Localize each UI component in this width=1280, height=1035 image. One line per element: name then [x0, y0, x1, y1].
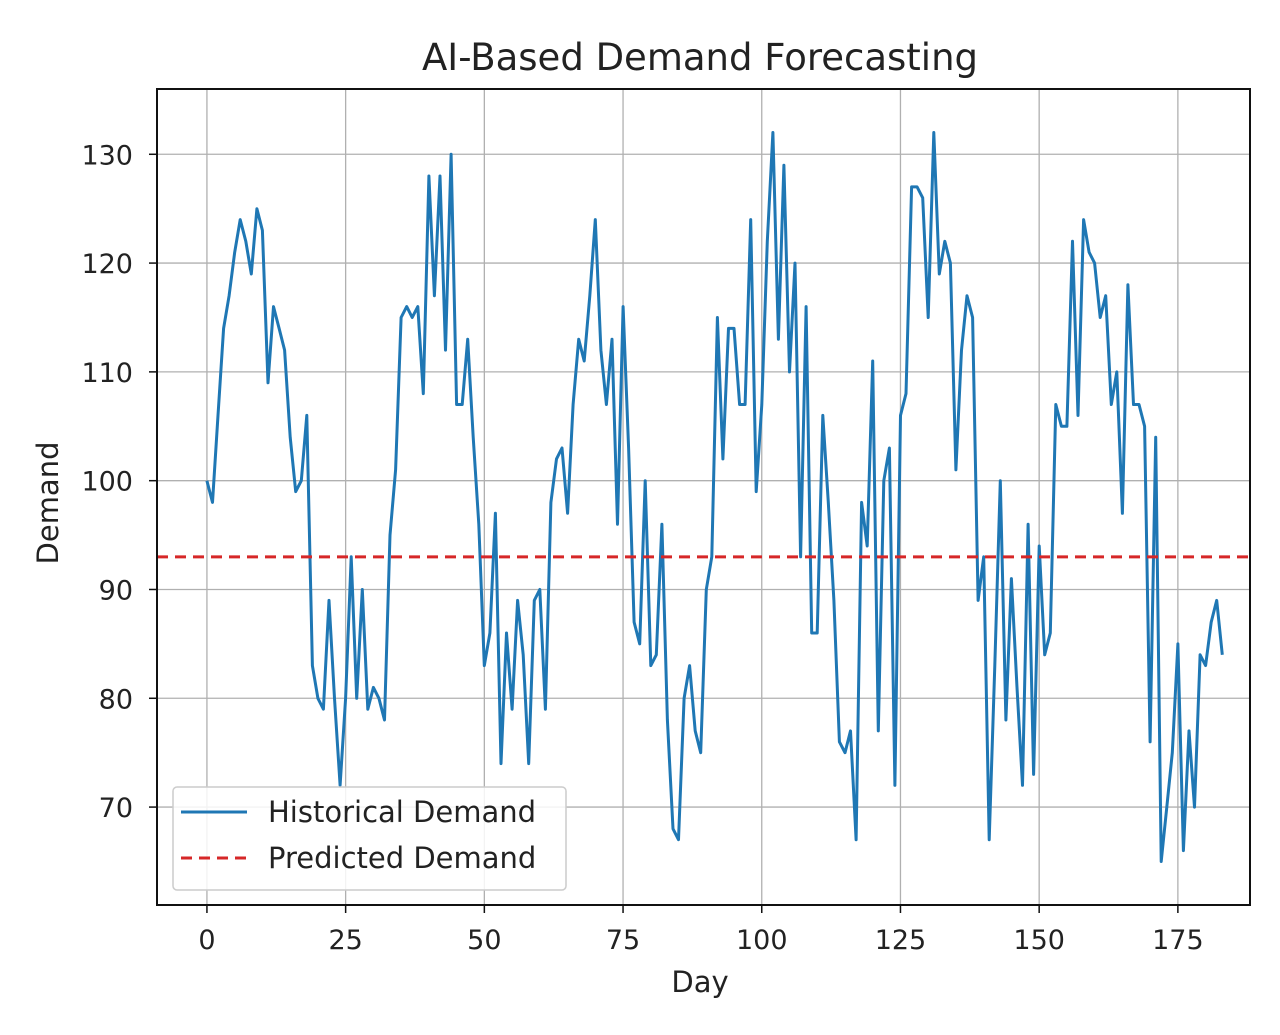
- y-tick-label: 90: [99, 575, 133, 606]
- legend-box: [172, 786, 567, 891]
- x-tick-label: 125: [875, 925, 927, 956]
- y-tick-label: 120: [81, 249, 133, 280]
- x-tick-label: 150: [1013, 925, 1065, 956]
- axis-ticks: 0 25 50 75 100 125 150 175 70 80 90 100 110 120 130: [81, 140, 1203, 956]
- historical-demand-line: [205, 131, 1224, 863]
- plot-series: [157, 131, 1250, 863]
- y-tick-label: 100: [81, 467, 133, 498]
- y-axis-label: Demand: [31, 442, 65, 565]
- chart-title: AI-Based Demand Forecasting: [422, 36, 978, 79]
- x-tick-label: 100: [736, 925, 788, 956]
- x-axis-label: Day: [671, 965, 728, 999]
- x-tick-label: 75: [606, 925, 640, 956]
- plot-frame: [156, 88, 1251, 906]
- y-tick-label: 80: [99, 684, 133, 715]
- x-tick-label: 50: [467, 925, 501, 956]
- legend-historical-label: Historical Demand: [268, 795, 536, 829]
- legend: Historical Demand Predicted Demand: [172, 786, 567, 891]
- x-tick-label: 25: [328, 925, 362, 956]
- x-tick-label: 175: [1152, 925, 1204, 956]
- legend-predicted-label: Predicted Demand: [268, 841, 536, 875]
- x-tick-label: 0: [198, 925, 215, 956]
- y-tick-label: 130: [81, 140, 133, 171]
- y-tick-label: 110: [81, 358, 133, 389]
- y-tick-label: 70: [99, 793, 133, 824]
